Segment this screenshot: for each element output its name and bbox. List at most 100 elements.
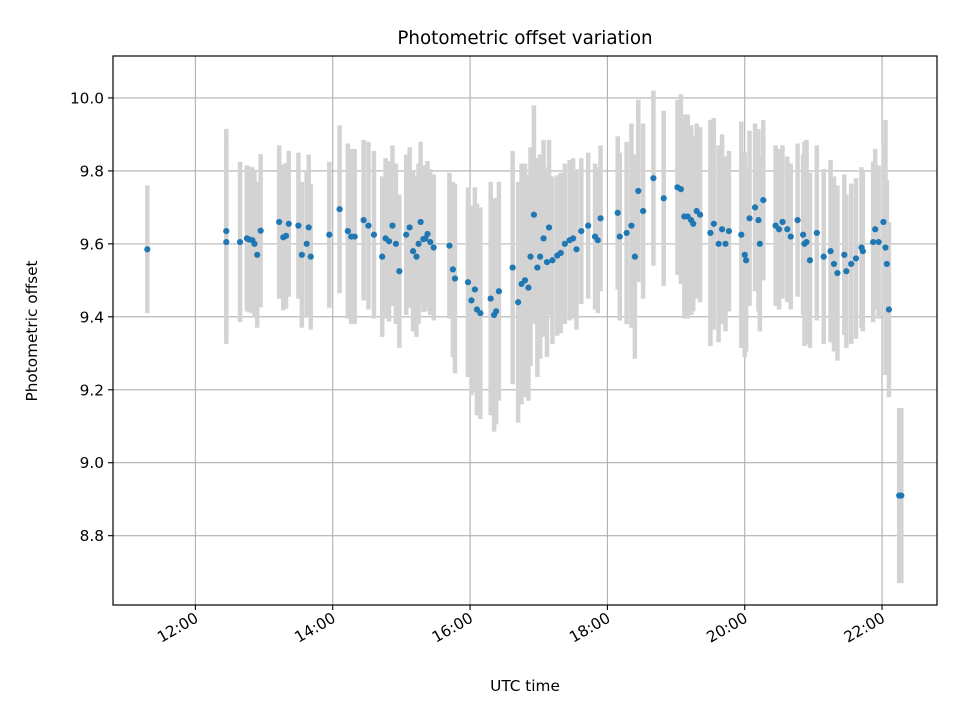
data-point <box>875 238 882 246</box>
data-point <box>449 266 456 273</box>
data-point <box>344 227 351 235</box>
data-point <box>616 233 623 240</box>
data-point <box>561 240 568 247</box>
data-point <box>451 275 459 282</box>
data-point <box>477 310 484 317</box>
data-point <box>223 227 230 235</box>
data-point <box>830 260 838 268</box>
data-point <box>715 240 722 247</box>
data-point <box>787 233 794 240</box>
data-point <box>303 240 310 247</box>
data-point <box>597 215 604 222</box>
data-point <box>640 207 647 215</box>
data-point <box>543 259 551 266</box>
data-point <box>307 253 314 260</box>
chart-title: Photometric offset variation <box>397 28 652 49</box>
data-point <box>305 224 312 231</box>
data-point <box>859 248 866 255</box>
data-point <box>594 237 601 244</box>
data-point <box>285 220 292 227</box>
y-tick-label: 9.0 <box>80 454 104 472</box>
data-point <box>631 253 638 260</box>
data-point <box>746 215 753 222</box>
data-point <box>392 240 400 247</box>
data-point <box>430 244 437 251</box>
data-point <box>806 257 814 264</box>
data-point <box>760 196 767 204</box>
data-point <box>549 257 556 264</box>
data-point <box>725 227 733 235</box>
data-point <box>707 229 714 237</box>
data-point <box>515 299 522 306</box>
data-point <box>534 264 541 271</box>
data-point <box>537 253 544 260</box>
data-point <box>813 229 820 237</box>
data-point <box>406 224 413 231</box>
data-point <box>471 286 478 293</box>
data-point <box>794 217 801 224</box>
data-point <box>718 226 726 233</box>
data-point <box>385 238 393 245</box>
data-point <box>487 295 494 302</box>
data-point <box>872 226 879 233</box>
data-point <box>282 232 290 239</box>
data-point <box>710 220 717 227</box>
data-point <box>885 306 893 313</box>
data-point <box>852 255 860 262</box>
y-tick-label: 9.2 <box>80 381 104 399</box>
data-point <box>743 257 750 264</box>
data-point <box>848 260 855 268</box>
data-point <box>415 240 422 247</box>
data-point <box>389 222 396 229</box>
data-point <box>827 248 834 255</box>
data-point <box>578 227 585 235</box>
data-point <box>660 195 667 202</box>
data-point <box>803 238 810 246</box>
data-point <box>834 269 841 277</box>
data-point <box>690 220 697 227</box>
data-point <box>464 279 472 286</box>
data-point <box>573 246 580 253</box>
data-point <box>276 218 283 226</box>
data-point <box>409 248 417 255</box>
y-axis-label: Photometric offset <box>23 260 41 401</box>
data-point <box>635 187 642 195</box>
data-point <box>525 284 532 291</box>
data-point <box>298 251 305 258</box>
data-point <box>351 233 358 240</box>
data-point <box>254 251 261 258</box>
y-tick-label: 8.8 <box>80 527 104 545</box>
data-point <box>326 231 333 238</box>
data-point <box>756 240 763 247</box>
data-point <box>883 260 890 268</box>
data-point <box>509 264 516 271</box>
data-point <box>697 211 704 218</box>
data-point <box>417 218 424 226</box>
data-point <box>784 226 791 233</box>
data-point <box>843 268 850 275</box>
data-point <box>585 222 592 229</box>
data-point <box>722 240 729 247</box>
data-point <box>236 238 244 246</box>
plot-frame <box>112 55 938 606</box>
data-point <box>880 218 887 226</box>
data-point <box>650 175 657 182</box>
data-point <box>545 224 553 231</box>
data-point <box>738 231 745 238</box>
data-point <box>614 209 621 216</box>
data-point <box>820 253 827 260</box>
data-points <box>144 175 905 499</box>
data-point <box>251 240 258 247</box>
data-point <box>413 253 420 260</box>
data-point <box>295 222 302 229</box>
data-point <box>424 230 431 238</box>
data-point <box>468 297 475 304</box>
data-point <box>521 277 529 284</box>
data-point <box>530 211 538 218</box>
y-tick-label: 9.6 <box>80 235 104 253</box>
data-point <box>403 231 410 238</box>
data-point <box>360 217 367 224</box>
data-point <box>396 268 403 275</box>
y-tick-label: 10.0 <box>70 89 104 107</box>
